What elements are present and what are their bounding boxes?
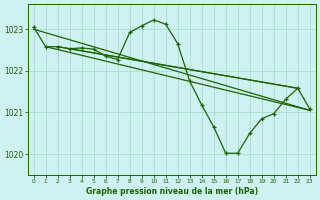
X-axis label: Graphe pression niveau de la mer (hPa): Graphe pression niveau de la mer (hPa) <box>86 187 258 196</box>
